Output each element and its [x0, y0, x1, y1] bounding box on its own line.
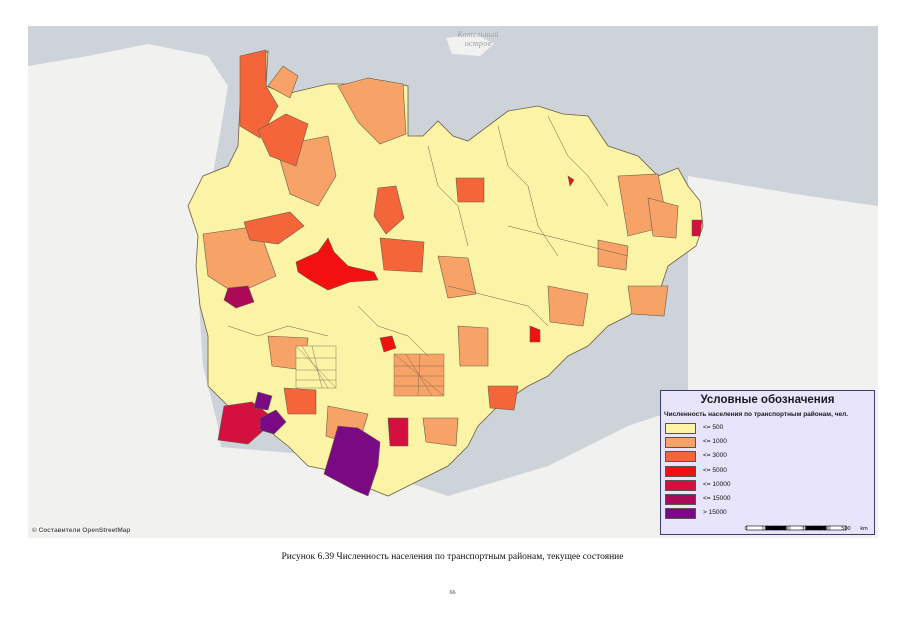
legend-label: <= 5000	[703, 466, 727, 474]
island-label-line2: остров	[464, 39, 492, 48]
scale-bar: 0 100 200 300 400 500 km	[744, 519, 871, 534]
scale-bar-label: 500	[841, 526, 851, 532]
districts-15000-plus	[253, 391, 381, 497]
legend-swatch	[665, 451, 696, 463]
scale-bar-graphic	[745, 525, 847, 531]
urban-cluster-west	[295, 345, 337, 389]
page-number: 66	[449, 590, 456, 596]
scale-bar-label: km	[860, 526, 868, 532]
legend-swatch	[665, 479, 696, 491]
legend-label: <= 500	[703, 424, 724, 431]
legend-label: <= 10000	[703, 480, 731, 488]
scale-bar-label: 0	[744, 526, 748, 532]
district-boundaries	[227, 115, 629, 357]
map-attribution[interactable]: © Составители OpenStreetMap	[32, 527, 131, 534]
legend-subtitle: Численность населения по транспортным ра…	[664, 411, 849, 418]
legend-swatch	[665, 437, 696, 449]
legend-title: Условные обозначения	[700, 394, 835, 406]
legend-label: <= 3000	[703, 452, 727, 460]
scale-bar-label: 200	[781, 526, 791, 532]
legend-label: <= 1000	[703, 438, 727, 446]
legend-swatch	[665, 423, 696, 434]
legend-swatch	[665, 494, 696, 505]
island-label: Котельный остров	[448, 30, 508, 48]
figure-caption: Рисунок 6.39 Численность населения по тр…	[281, 552, 624, 562]
map-frame[interactable]: Котельный остров © Составители OpenStree…	[28, 26, 878, 538]
districts-15000	[223, 285, 255, 309]
districts-1000	[202, 65, 679, 447]
scale-bar-labels: 0 100 200 300 400 500 km	[744, 526, 871, 534]
island-label-line1: Котельный	[457, 30, 499, 39]
legend-swatch	[665, 465, 696, 477]
legend-label: > 15000	[703, 509, 727, 517]
legend-swatch	[665, 508, 696, 520]
scale-bar-label: 300	[801, 526, 811, 532]
districts-10000	[217, 219, 703, 447]
map-legend: Условные обозначения Численность населен…	[660, 390, 875, 535]
legend-label: <= 15000	[703, 495, 731, 502]
western-landmass	[28, 44, 228, 538]
northern-island	[446, 34, 494, 56]
scale-bar-label: 400	[821, 526, 831, 532]
urban-cluster-east	[393, 353, 445, 397]
eastern-landmass	[688, 176, 878, 406]
scale-bar-label: 100	[761, 526, 771, 532]
districts-5000	[295, 175, 575, 353]
districts-3000	[239, 49, 519, 415]
